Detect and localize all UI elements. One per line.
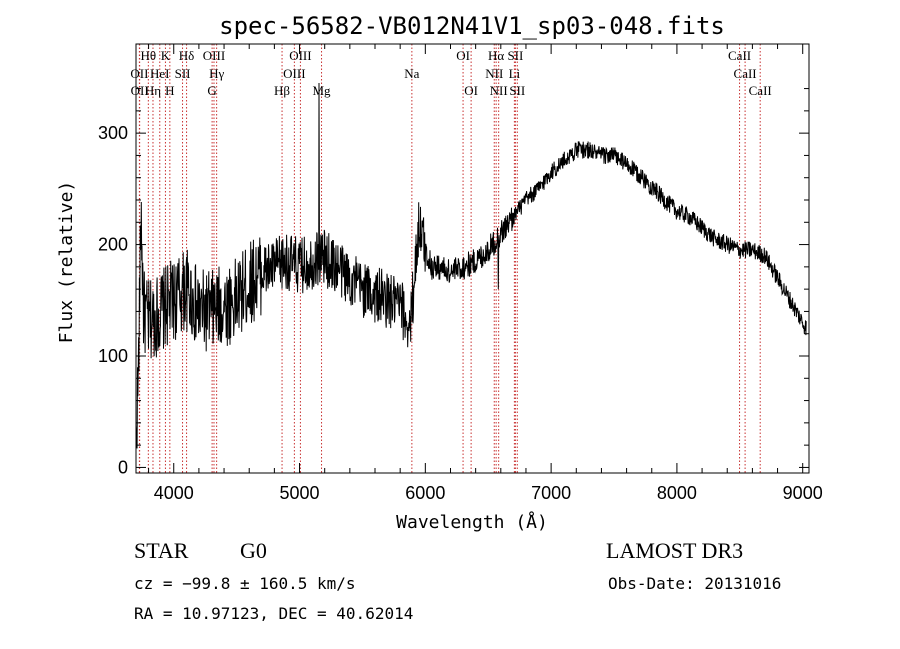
line-label-24: SII <box>509 83 525 98</box>
spectrum-curve <box>135 82 807 449</box>
line-label-12: Hβ <box>274 83 290 98</box>
line-label-6: H <box>165 83 174 98</box>
x-tick-label: 5000 <box>280 483 320 503</box>
line-label-2: OII <box>131 83 149 98</box>
y-tick-label: 100 <box>98 346 128 366</box>
line-label-21: NII <box>490 83 508 98</box>
y-axis-ticks: 0 100 200 300 <box>98 88 809 477</box>
line-label-18: OI <box>464 83 478 98</box>
x-tick-label: 9000 <box>783 483 823 503</box>
redshift-velocity: cz = −99.8 ± 160.5 km/s <box>134 574 356 593</box>
y-axis-label: Flux (relative) <box>56 181 77 344</box>
line-label-5: K <box>161 48 171 63</box>
x-axis-ticks: 4000 5000 6000 7000 8000 9000 <box>148 44 823 503</box>
line-label-22: SII <box>507 48 523 63</box>
line-label-8: Hδ <box>179 48 195 63</box>
line-label-4: Hη <box>145 83 161 98</box>
plot-frame <box>135 43 810 474</box>
line-label-27: CaII <box>749 83 772 98</box>
y-tick-label: 0 <box>118 457 128 477</box>
y-tick-label: 200 <box>98 235 128 255</box>
x-axis-label: Wavelength (Å) <box>396 511 548 533</box>
x-tick-label: 8000 <box>657 483 697 503</box>
x-tick-label: 4000 <box>154 483 194 503</box>
line-label-17: OI <box>456 48 470 63</box>
line-label-11: G <box>207 83 216 98</box>
line-label-7: SII <box>175 66 191 81</box>
line-label-16: Na <box>404 66 419 81</box>
line-label-10: Hγ <box>209 66 224 81</box>
line-label-3: HeI <box>150 66 170 81</box>
line-label-9: OIII <box>203 48 225 63</box>
line-label-14: OIII <box>283 66 305 81</box>
line-label-20: NII <box>485 66 503 81</box>
coordinates: RA = 10.97123, DEC = 40.62014 <box>134 604 414 623</box>
line-label-13: OIII <box>289 48 311 63</box>
x-tick-label: 7000 <box>531 483 571 503</box>
line-label-26: CaII <box>734 66 757 81</box>
spectrum-chart: spec-56582-VB012N41V1_sp03-048.fits Hθ OI… <box>56 12 823 533</box>
object-class: STAR <box>134 538 189 563</box>
chart-title: spec-56582-VB012N41V1_sp03-048.fits <box>219 12 725 40</box>
line-label-15: Mg <box>313 83 332 98</box>
line-label-19: Hα <box>488 48 504 63</box>
y-tick-label: 300 <box>98 123 128 143</box>
observation-date: Obs-Date: 20131016 <box>608 574 782 593</box>
line-label-23: Li <box>509 66 521 81</box>
x-tick-label: 6000 <box>405 483 445 503</box>
spectral-line-markers <box>138 44 761 473</box>
line-label-25: CaII <box>728 48 751 63</box>
survey-name: LAMOST DR3 <box>606 538 744 563</box>
line-label-0: Hθ <box>141 48 157 63</box>
object-subclass: G0 <box>240 538 267 563</box>
line-label-1: OII <box>130 66 148 81</box>
